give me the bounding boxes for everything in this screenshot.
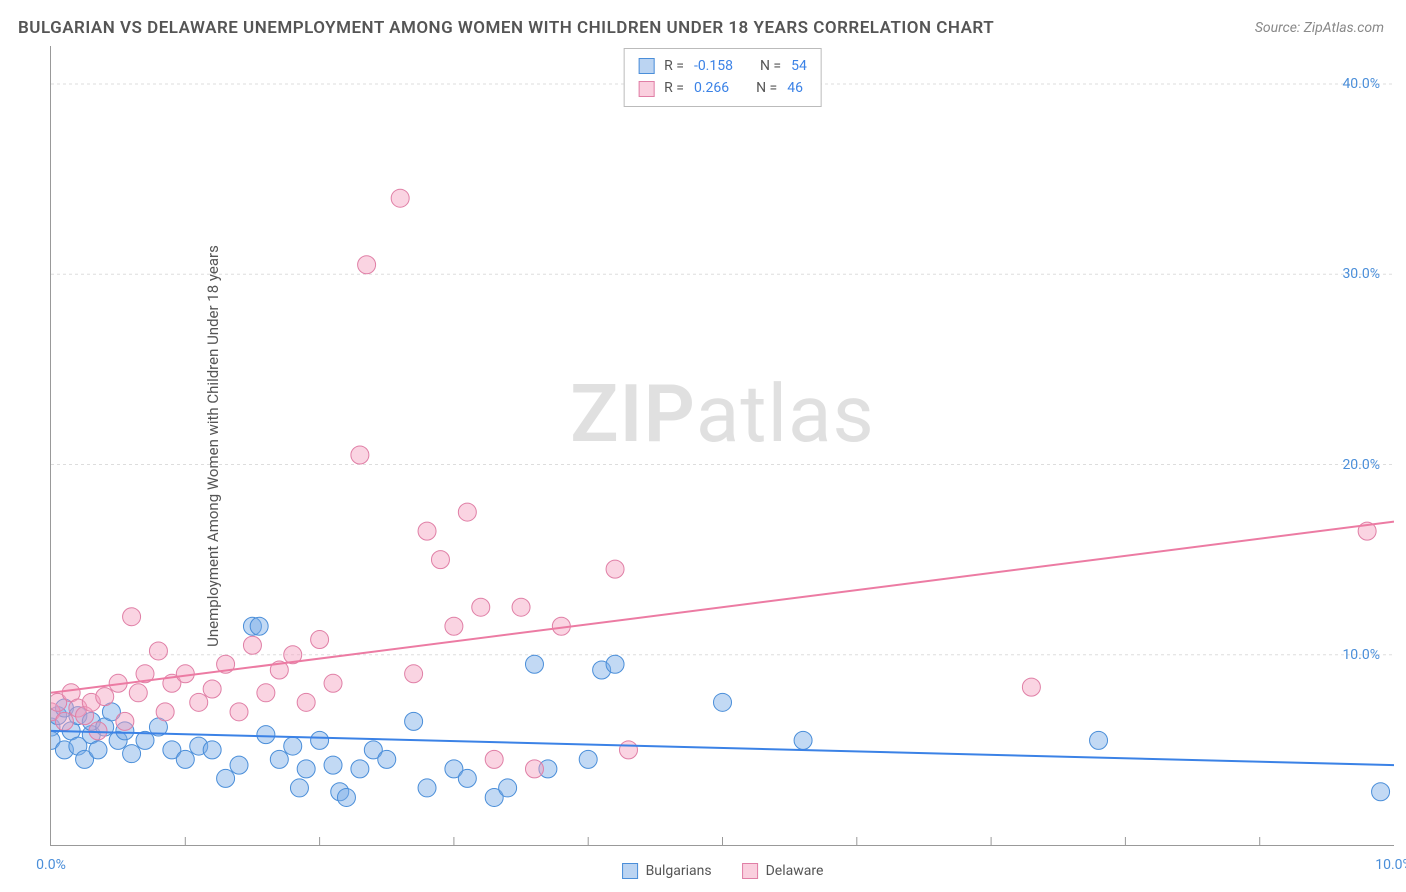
r-value-pink: 0.266 xyxy=(694,77,729,99)
plot-area: ZIPatlas R = -0.158 N = 54 R = 0.266 N =… xyxy=(50,46,1394,846)
legend-label-bulgarians: Bulgarians xyxy=(646,863,712,879)
plot-svg xyxy=(51,46,1394,845)
correlation-legend: R = -0.158 N = 54 R = 0.266 N = 46 xyxy=(623,48,822,107)
y-tick-label: 40.0% xyxy=(1342,76,1380,92)
y-tick-label: 30.0% xyxy=(1342,266,1380,282)
chart-title: BULGARIAN VS DELAWARE UNEMPLOYMENT AMONG… xyxy=(18,18,994,38)
legend-label-delaware: Delaware xyxy=(766,863,824,879)
x-tick-label: 10.0% xyxy=(1375,857,1406,873)
r-label: R = xyxy=(664,55,684,77)
swatch-blue-icon xyxy=(638,58,654,74)
n-label: N = xyxy=(756,77,777,99)
swatch-blue-icon xyxy=(622,863,638,879)
n-value-blue: 54 xyxy=(791,55,807,77)
correlation-row-pink: R = 0.266 N = 46 xyxy=(638,77,807,99)
x-tick-label: 0.0% xyxy=(36,857,66,873)
n-label: N = xyxy=(760,55,781,77)
r-label: R = xyxy=(664,77,684,99)
correlation-row-blue: R = -0.158 N = 54 xyxy=(638,55,807,77)
y-tick-label: 10.0% xyxy=(1342,647,1380,663)
swatch-pink-icon xyxy=(742,863,758,879)
legend-item-bulgarians: Bulgarians xyxy=(622,863,712,879)
series-legend: Bulgarians Delaware xyxy=(622,863,824,879)
r-value-blue: -0.158 xyxy=(694,55,733,77)
y-tick-label: 20.0% xyxy=(1342,457,1380,473)
legend-item-delaware: Delaware xyxy=(742,863,824,879)
n-value-pink: 46 xyxy=(787,77,803,99)
swatch-pink-icon xyxy=(638,81,654,97)
source-label: Source: ZipAtlas.com xyxy=(1255,20,1384,36)
